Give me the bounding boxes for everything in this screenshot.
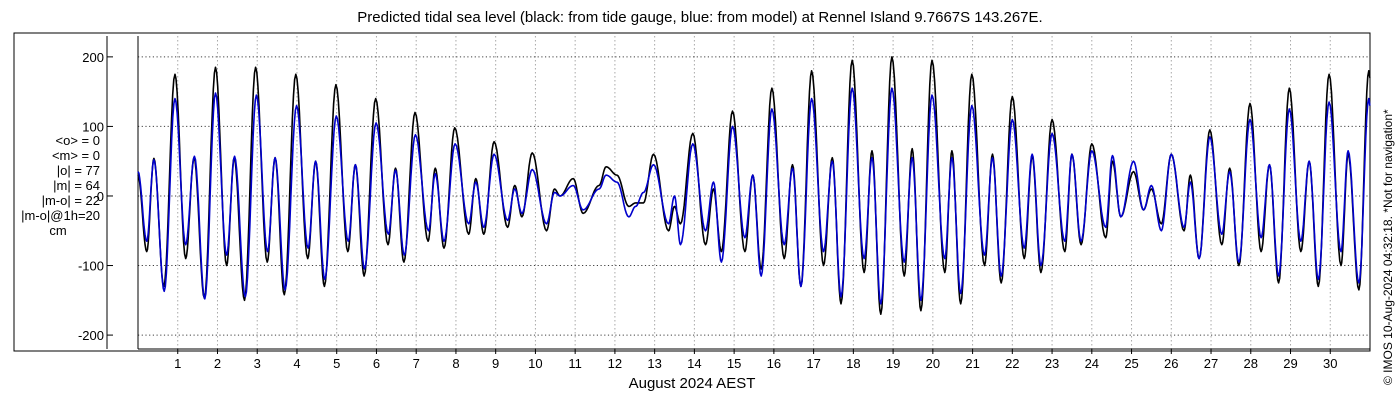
x-tick-label-9: 9 — [492, 356, 499, 371]
x-tick-label-28: 28 — [1244, 356, 1258, 371]
x-tick-label-10: 10 — [528, 356, 542, 371]
x-tick-label-17: 17 — [806, 356, 820, 371]
x-tick-label-13: 13 — [647, 356, 661, 371]
x-tick-label-22: 22 — [1005, 356, 1019, 371]
stat-mean-observed: <o> = 0 — [55, 133, 100, 148]
credit-text: © IMOS 10-Aug-2024 04:32:18. *Not for na… — [1381, 109, 1395, 385]
series-lines — [137, 56, 1371, 315]
x-tick-label-18: 18 — [846, 356, 860, 371]
stat-mean-model: <m> = 0 — [51, 148, 100, 163]
axes — [106, 36, 1370, 354]
x-axis-label: August 2024 AEST — [628, 375, 756, 392]
x-tick-label-27: 27 — [1204, 356, 1218, 371]
x-tick-label-25: 25 — [1124, 356, 1138, 371]
grid-lines — [138, 36, 1370, 349]
x-tick-label-24: 24 — [1085, 356, 1099, 371]
x-tick-label-26: 26 — [1164, 356, 1178, 371]
x-tick-label-30: 30 — [1323, 356, 1337, 371]
outer-frame — [13, 32, 1371, 352]
y-tick-label-200: 200 — [82, 50, 104, 65]
chart-title: Predicted tidal sea level (black: from t… — [357, 9, 1043, 26]
x-tick-label-4: 4 — [293, 356, 300, 371]
x-tick-label-8: 8 — [452, 356, 459, 371]
x-tick-label-12: 12 — [608, 356, 622, 371]
stat-abs-difference: |m-o| = 22 — [41, 193, 100, 208]
x-tick-label-6: 6 — [373, 356, 380, 371]
x-tick-label-29: 29 — [1283, 356, 1297, 371]
x-tick-label-20: 20 — [926, 356, 940, 371]
x-tick-label-15: 15 — [727, 356, 741, 371]
y-tick-label-0: 0 — [97, 189, 104, 204]
stat-abs-difference-1h: |m-o|@1h=20 — [21, 208, 100, 223]
x-tick-label-2: 2 — [214, 356, 221, 371]
stat-abs-observed: |o| = 77 — [56, 163, 100, 178]
tick-labels: 1 2 3 4 5 6 7 8 9 10 11 12 13 14 15 16 17 18 19 20 21 22 23 24 2… — [78, 50, 1338, 371]
x-tick-label-23: 23 — [1045, 356, 1059, 371]
x-tick-label-7: 7 — [413, 356, 420, 371]
x-tick-label-5: 5 — [333, 356, 340, 371]
statistics-panel: <o> = 0 <m> = 0 |o| = 77 |m| = 64 |m-o| … — [0, 133, 106, 238]
stat-abs-model: |m| = 64 — [53, 178, 100, 193]
x-tick-label-16: 16 — [767, 356, 781, 371]
x-tick-label-21: 21 — [965, 356, 979, 371]
y-tick-label--100: -100 — [78, 259, 104, 274]
x-tick-label-3: 3 — [254, 356, 261, 371]
x-tick-label-19: 19 — [886, 356, 900, 371]
stat-unit: cm — [49, 223, 67, 238]
y-tick-label-100: 100 — [82, 119, 104, 134]
series-line-model — [137, 87, 1371, 305]
y-tick-label--200: -200 — [78, 328, 104, 343]
x-tick-label-14: 14 — [687, 356, 701, 371]
x-tick-label-1: 1 — [174, 356, 181, 371]
x-tick-label-11: 11 — [568, 356, 582, 371]
